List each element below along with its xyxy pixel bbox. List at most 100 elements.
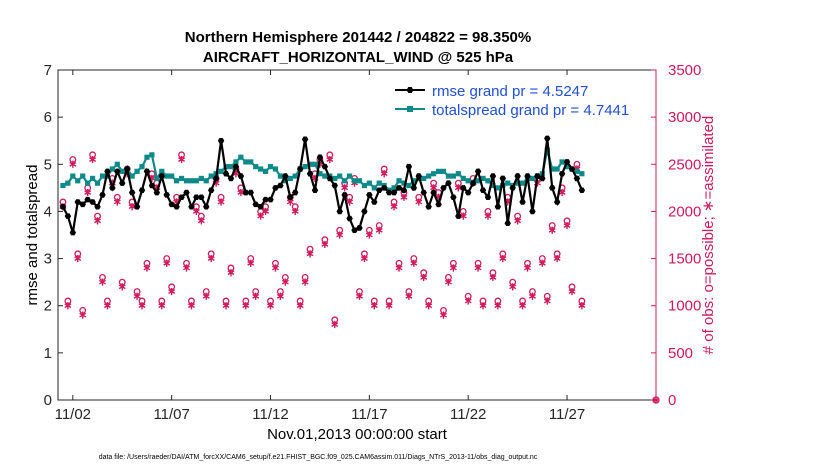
obs-assimilated-point	[79, 311, 87, 319]
obs-assimilated-point	[133, 292, 141, 300]
rmse-point	[237, 173, 245, 179]
spread-point	[287, 175, 293, 182]
spread-point	[174, 178, 180, 184]
spread-point	[267, 164, 274, 170]
obs-assimilated-point	[74, 254, 82, 263]
spread-point	[139, 164, 145, 170]
rmse-point	[227, 175, 235, 182]
obs-assimilated-point	[444, 278, 452, 286]
rmse-point	[435, 201, 442, 208]
rmse-point	[148, 182, 156, 189]
rmse-point	[301, 136, 309, 143]
y-tick-label: 1	[44, 345, 52, 362]
rmse-point	[133, 203, 141, 210]
obs-assimilated-point	[449, 264, 457, 272]
obs-assimilated-point	[138, 302, 146, 310]
y2-tick-label: 1500	[668, 251, 701, 268]
obs-assimilated-point	[187, 302, 195, 310]
rmse-line	[61, 138, 583, 233]
spread-point	[317, 171, 323, 177]
spread-point	[490, 182, 496, 189]
data-file-footnote: data file: /Users/raeder/DAI/ATM_forcXX/…	[99, 454, 538, 461]
rmse-series-layer	[59, 135, 586, 236]
rmse-point	[494, 203, 502, 210]
legend-spread-label: totalspread grand pr = 4.7441	[432, 102, 629, 119]
spread-point	[356, 178, 363, 184]
spread-point	[450, 173, 456, 179]
rmse-point	[153, 189, 161, 196]
rmse-point	[292, 189, 299, 196]
rmse-point	[336, 208, 343, 215]
rmse-point	[163, 192, 170, 198]
rmse-point	[178, 194, 185, 201]
rmse-point	[267, 196, 274, 203]
rmse-point	[123, 166, 131, 172]
rmse-point	[376, 187, 383, 193]
obs-assimilated-point	[178, 155, 186, 164]
x-axis-label: Nov.01,2013 00:00:00 start	[267, 426, 448, 443]
spread-point	[272, 166, 279, 172]
rmse-point	[464, 189, 472, 196]
spread-point	[75, 178, 81, 184]
spread-point	[109, 166, 115, 172]
rmse-point	[208, 187, 215, 193]
rmse-point	[563, 159, 571, 165]
spread-point	[549, 166, 555, 172]
spread-point	[579, 171, 585, 177]
obs-assimilated-point	[410, 259, 418, 267]
obs-assimilated-point	[94, 217, 102, 225]
obs-assimilated-point	[89, 155, 97, 164]
rmse-point	[64, 213, 72, 219]
rmse-point	[128, 189, 136, 196]
spread-point	[277, 173, 283, 179]
rmse-point	[119, 180, 126, 186]
rmse-point	[188, 203, 195, 210]
y2-tick-label: 500	[668, 345, 693, 362]
obs-assimilated-point	[222, 302, 230, 310]
rmse-point	[247, 189, 254, 196]
obs-assimilated-point	[252, 292, 260, 300]
obs-assimilated-point	[553, 254, 561, 263]
spread-point	[218, 168, 224, 174]
obs-assimilated-point	[217, 198, 225, 206]
spread-point	[431, 171, 437, 177]
rmse-point	[306, 170, 314, 177]
rmse-point	[509, 185, 516, 191]
y2-tick-label: 2500	[668, 156, 701, 173]
rmse-point	[272, 185, 279, 191]
spread-point	[193, 178, 199, 184]
obs-assimilated-point	[528, 292, 536, 300]
spread-point	[178, 175, 185, 182]
spread-point	[183, 178, 190, 184]
rmse-point	[331, 182, 338, 189]
rmse-point	[79, 201, 86, 208]
rmse-point	[341, 192, 348, 198]
obs-assimilated-point	[390, 203, 398, 211]
spread-point	[361, 182, 368, 189]
rmse-point	[534, 173, 541, 179]
spread-point	[406, 182, 412, 189]
rmse-point	[222, 170, 230, 177]
spread-point	[149, 152, 155, 158]
rmse-point	[529, 208, 536, 215]
spread-point	[89, 175, 96, 182]
obs-assimilated-point	[163, 259, 171, 267]
obs-assimilated-point	[84, 188, 92, 197]
rmse-point	[558, 170, 566, 177]
spread-point	[85, 180, 91, 186]
rmse-point	[69, 229, 77, 236]
spread-point	[475, 178, 481, 184]
rmse-point	[158, 173, 165, 179]
obs-assimilated-point	[360, 254, 368, 263]
y2-tick-label: 3500	[668, 62, 701, 79]
spread-point	[401, 180, 407, 186]
rmse-point	[514, 173, 521, 179]
spread-point	[574, 168, 580, 174]
obs-assimilated-point	[331, 320, 339, 329]
obs-assimilated-point	[538, 259, 546, 267]
rmse-point	[109, 185, 116, 191]
rmse-point	[390, 189, 398, 196]
obs-assimilated-point	[509, 283, 517, 291]
obs-assimilated-point	[548, 226, 556, 234]
obs-assimilated-point	[306, 250, 314, 258]
